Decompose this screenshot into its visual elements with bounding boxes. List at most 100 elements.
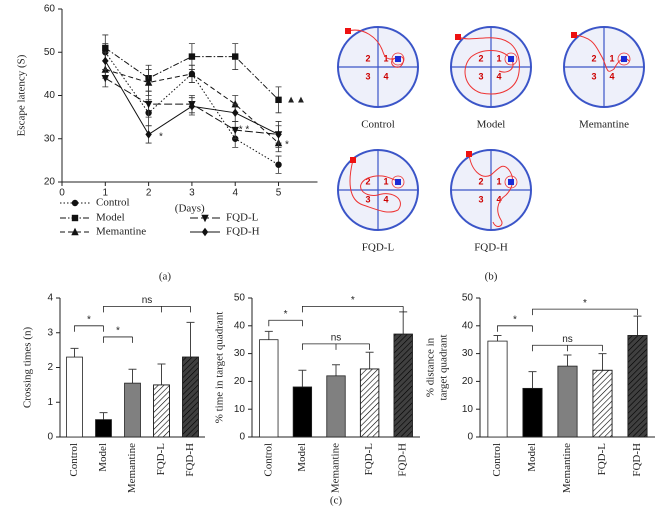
- significance-bracket: [532, 308, 638, 316]
- error-bar: [70, 347, 79, 358]
- platform: [508, 179, 514, 185]
- y-tick-label: 50: [462, 293, 474, 304]
- platform: [508, 56, 514, 62]
- quadrant-number: 4: [609, 71, 614, 81]
- x-tick-label: FQD-H: [184, 443, 196, 477]
- error-bar: [99, 412, 108, 420]
- marker: [188, 53, 196, 60]
- legend-marker: [71, 199, 79, 207]
- y-tick-label: 10: [234, 404, 246, 415]
- start-point: [345, 28, 351, 34]
- quadrant-number: 2: [365, 176, 370, 186]
- x-tick-label: Model: [526, 443, 538, 472]
- bar-hatch: [592, 369, 613, 438]
- error-bar: [264, 330, 273, 340]
- marker: [275, 161, 282, 168]
- significance-mark: *: [87, 314, 91, 325]
- x-tick-label: FQD-H: [397, 443, 409, 477]
- x-tick-label: Model: [97, 443, 109, 472]
- significance-bracket: [103, 305, 191, 313]
- y-tick-label: 0: [47, 432, 53, 443]
- bar: [124, 382, 141, 438]
- trajectory-label: FQD-H: [474, 242, 508, 254]
- bar-hatch: [393, 333, 413, 438]
- quadrant-number: 4: [383, 194, 388, 204]
- bar: [95, 419, 112, 438]
- y-tick-label: 10: [462, 404, 474, 415]
- error-bar: [365, 351, 374, 369]
- x-tick-label: Control: [491, 443, 503, 477]
- bar-hatch: [359, 368, 380, 438]
- y-tick-label: 3: [47, 327, 53, 338]
- y-tick-label: 20: [234, 376, 246, 387]
- quadrant-number: 4: [496, 71, 501, 81]
- y-tick-label: 60: [44, 4, 56, 15]
- trajectory-label: Memantine: [579, 119, 629, 131]
- start-point: [571, 32, 577, 38]
- y-tick-label: 20: [462, 376, 474, 387]
- quadrant-lines: [564, 27, 644, 107]
- y-tick-label: 30: [44, 133, 56, 144]
- y-tick-label: 1: [47, 397, 53, 408]
- y-tick-label: 30: [234, 348, 246, 359]
- quadrant-number: 2: [478, 176, 483, 186]
- trajectory-label: Control: [361, 119, 395, 131]
- y-tick-label: 20: [44, 177, 56, 188]
- platform-ring: [617, 52, 631, 66]
- y-tick-label: 40: [234, 320, 246, 331]
- x-tick-label: 1: [103, 188, 109, 199]
- significance-bracket: [532, 344, 603, 352]
- marker: [231, 99, 239, 108]
- significance-bracket: [302, 343, 370, 350]
- x-tick-label: Control: [68, 443, 80, 477]
- x-tick-label: 2: [146, 188, 152, 199]
- y-axis-label: % distance in: [425, 337, 437, 397]
- error-bar: [332, 364, 340, 376]
- y-axis-label: target quadrant: [438, 334, 450, 400]
- quadrant-lines: [451, 150, 531, 230]
- y-tick-label: 40: [462, 320, 474, 331]
- legend-label: Control: [96, 197, 130, 209]
- x-tick-label: 5: [276, 188, 282, 199]
- platform: [395, 56, 401, 62]
- quadrant-number: 1: [383, 176, 388, 186]
- panel-label: (a): [159, 271, 172, 283]
- error-bar: [157, 363, 166, 385]
- error-bar: [128, 368, 137, 384]
- x-axis-label: (Days): [175, 203, 205, 215]
- y-tick-label: 2: [47, 362, 53, 373]
- error-bar: [633, 315, 642, 336]
- trajectory-label: FQD-L: [362, 242, 395, 254]
- quadrant-number: 4: [496, 194, 501, 204]
- marker: [144, 100, 153, 109]
- error-bar: [528, 371, 537, 389]
- significance-mark: ns: [142, 295, 153, 306]
- legend-label: Model: [96, 212, 125, 224]
- quadrant-number: 1: [383, 53, 388, 63]
- significance-mark: *: [513, 314, 517, 325]
- bar-hatch: [182, 356, 199, 438]
- x-tick-label: FQD-L: [596, 443, 608, 476]
- significance-mark: *: [116, 326, 120, 337]
- x-tick-label: FQD-L: [363, 443, 375, 476]
- y-tick-label: 50: [44, 47, 56, 58]
- x-tick-label: 3: [189, 188, 195, 199]
- y-tick-label: 0: [239, 432, 245, 443]
- y-axis-label: Crossing times (n): [22, 327, 34, 409]
- series-line: [104, 51, 279, 166]
- bar: [292, 386, 313, 438]
- marker: [188, 102, 196, 111]
- error-bar: [186, 321, 195, 358]
- start-point: [350, 157, 356, 163]
- legend-marker: [71, 214, 79, 222]
- marker: [102, 56, 109, 66]
- x-tick-label: Memantine: [561, 443, 573, 493]
- quadrant-number: 4: [383, 71, 388, 81]
- quadrant-lines: [338, 27, 418, 107]
- y-tick-label: 50: [234, 293, 246, 304]
- start-point: [466, 151, 472, 157]
- bar: [487, 340, 508, 438]
- marker: [232, 108, 239, 117]
- significance-bracket: [497, 325, 533, 332]
- significance-bracket: [103, 336, 133, 343]
